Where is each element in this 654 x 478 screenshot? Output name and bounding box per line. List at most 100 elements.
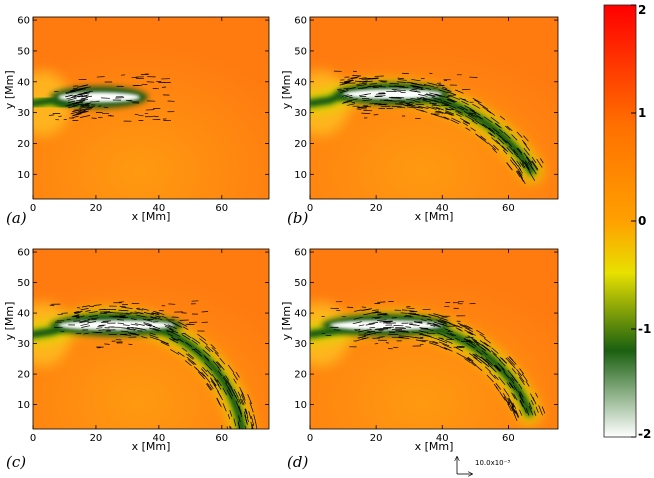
vector-arrow [533,410,537,416]
vector-arrow [457,106,464,111]
vector-arrow [508,397,515,408]
vector-arrow [414,321,423,324]
vector-arrow [67,97,77,101]
vector-arrow [364,93,372,95]
vector-arrow [517,168,523,176]
vector-arrow [72,104,79,107]
vector-arrow [226,426,228,429]
vector-arrow [523,147,530,156]
vector-arrow [136,308,143,311]
vector-arrow [464,327,474,333]
vector-arrow [121,327,130,329]
vector-arrow [412,331,423,335]
vector-arrow [215,361,222,368]
vector-arrow [149,334,159,339]
vector-arrow [480,356,489,363]
vector-arrow [516,131,523,138]
vector-arrow [371,316,382,319]
colorbar-tick-label: 2 [638,3,646,17]
vector-arrow [495,386,500,392]
vector-arrow [201,372,207,378]
vector-arrow [192,337,201,344]
vector-arrow [518,376,525,385]
vector-arrow [427,318,433,321]
vector-arrow [191,339,199,345]
vector-arrow [519,174,526,184]
vector-arrow [491,347,499,354]
vector-arrow [391,105,402,108]
vector-arrow [463,337,471,343]
vector-arrow [372,309,379,311]
vector-arrow [169,328,179,334]
vector-arrow [406,81,413,84]
y-tick-label: 40 [17,309,30,320]
vector-arrow [464,324,472,329]
vector-arrow [480,104,489,110]
velocity-vectors [49,300,258,466]
vector-arrow [216,379,222,387]
y-tick-label: 10 [17,400,30,411]
vector-arrow [233,459,234,466]
vector-arrow [187,353,195,359]
vector-arrow [418,105,429,109]
vector-arrow [79,98,89,102]
vector-arrow [347,103,356,106]
x-tick-label: 20 [370,433,383,444]
vector-arrow [226,380,233,390]
vector-arrow [214,378,220,386]
y-tick-label: 60 [294,248,307,259]
vector-arrow [509,382,514,389]
vector-arrow [536,158,543,168]
vector-arrow [97,325,104,327]
vector-arrow [235,442,236,450]
vector-arrow [472,97,482,104]
vector-arrow [141,336,148,339]
vector-arrow [78,110,86,114]
vector-arrow [444,88,451,92]
vector-arrow [512,158,519,167]
vector-arrow [474,99,480,104]
vector-arrow [483,116,493,123]
vector-arrow [529,171,536,181]
vector-arrow [400,91,406,94]
colorbar-gradient [603,4,637,438]
vector-arrow [138,312,144,315]
vector-arrow [405,103,413,105]
vector-arrow [525,381,530,387]
vector-arrow [119,316,129,318]
vector-arrow [472,339,478,344]
vector-arrow [429,340,438,345]
vector-arrow [219,357,226,365]
vector-arrow [463,356,471,362]
vector-arrow [514,409,519,418]
vector-arrow [67,103,74,106]
vector-arrow [521,373,528,382]
vector-arrow [409,336,421,339]
vector-arrow [377,313,387,316]
vector-arrow [469,108,475,112]
vector-arrow [528,402,533,410]
vector-arrow [517,165,522,171]
vector-arrow [222,403,227,412]
vector-arrow [430,99,440,103]
vector-arrow [467,331,473,336]
vector-arrow [461,88,471,91]
vector-arrow [468,341,477,347]
vector-arrow [436,332,446,337]
vector-arrow [66,96,75,100]
vector-arrow [432,323,439,326]
vector-arrow [514,152,518,158]
y-tick-label: 20 [294,370,307,381]
vector-arrow [504,125,511,131]
vector-arrow [361,337,369,340]
vector-arrow [494,123,500,128]
vector-arrow [464,329,474,335]
vector-arrow [421,315,432,318]
vector-arrow [83,90,93,94]
vector-arrow [71,102,78,105]
vector-arrow [448,106,455,110]
vector-arrow [503,371,510,379]
vector-arrow [497,363,505,371]
vector-arrow [80,97,88,100]
vector-arrow [462,122,469,127]
